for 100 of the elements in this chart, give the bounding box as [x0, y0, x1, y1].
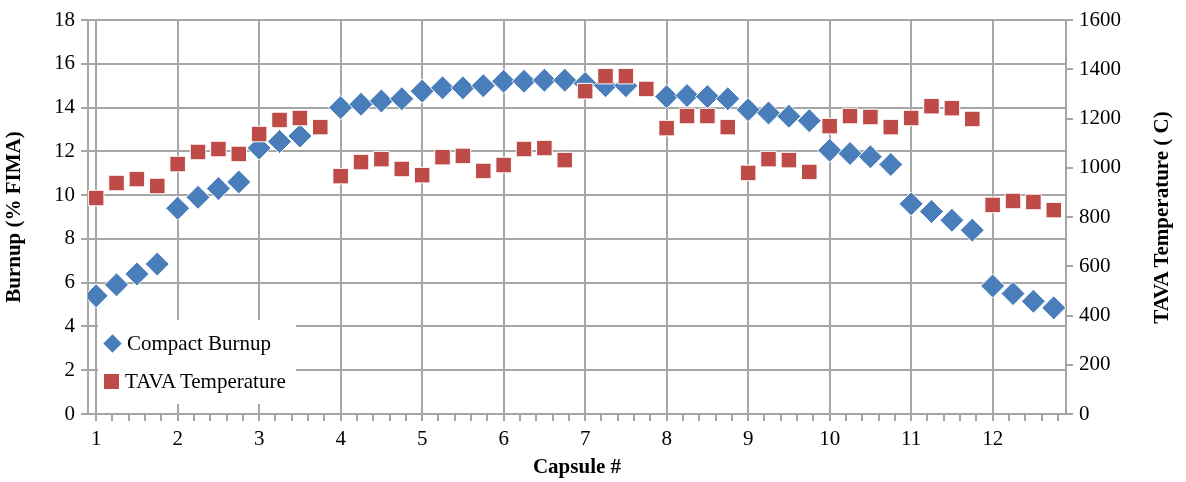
point: [760, 150, 777, 168]
y2-tick-label: 1000: [1079, 154, 1121, 179]
point: [556, 151, 574, 169]
point: [796, 108, 822, 134]
y-tick-label: 12: [54, 137, 75, 162]
y2-tick-label: 200: [1079, 351, 1111, 376]
point: [409, 78, 435, 104]
point: [267, 128, 293, 154]
point: [841, 107, 859, 125]
point: [862, 108, 879, 126]
point: [980, 273, 1006, 299]
x-tick-label: 1: [90, 426, 102, 451]
point: [984, 196, 1001, 214]
point: [165, 195, 191, 221]
point: [719, 118, 737, 136]
point: [470, 73, 496, 99]
y2-tick-label: 600: [1079, 252, 1111, 277]
point: [328, 95, 354, 121]
y-tick-label: 10: [54, 181, 75, 206]
point: [271, 111, 288, 129]
point: [780, 151, 798, 169]
point: [495, 156, 512, 174]
point: [776, 103, 802, 129]
x-tick-label: 10: [819, 426, 841, 451]
point: [104, 272, 130, 298]
y2-tick-label: 800: [1079, 203, 1111, 228]
x-tick-label: 9: [742, 426, 754, 451]
x-tick-label: 11: [901, 426, 922, 451]
x-tick-label: 2: [172, 426, 183, 451]
x-tick-label: 3: [253, 426, 265, 451]
x-tick-label: 8: [661, 426, 672, 451]
x-tick-label: 4: [335, 426, 347, 451]
point: [739, 164, 757, 182]
point: [882, 118, 900, 136]
legend-label: TAVA Temperature: [125, 368, 286, 395]
point: [654, 84, 680, 110]
point: [450, 75, 476, 101]
point: [368, 88, 394, 114]
point: [108, 174, 125, 192]
point: [964, 110, 981, 128]
y-tick-label: 16: [54, 50, 75, 75]
point: [658, 119, 675, 137]
y-tick-label: 2: [64, 356, 75, 381]
point: [902, 109, 920, 127]
point: [454, 147, 472, 165]
point: [817, 137, 843, 163]
point: [430, 75, 456, 101]
point: [821, 117, 838, 135]
y2-tick-label: 1400: [1079, 55, 1121, 80]
point: [735, 97, 761, 123]
point: [1045, 201, 1063, 219]
point: [389, 86, 415, 112]
point: [576, 82, 594, 100]
point: [919, 199, 945, 225]
point: [715, 86, 741, 112]
y-tick-label: 6: [64, 269, 75, 294]
point: [1041, 295, 1066, 321]
point: [185, 184, 211, 210]
point: [699, 107, 716, 125]
point: [475, 162, 492, 180]
point: [124, 261, 150, 287]
x-tick-label: 12: [982, 426, 1004, 451]
point: [250, 125, 268, 143]
point: [1000, 281, 1026, 307]
point: [617, 67, 635, 85]
point: [801, 163, 818, 181]
point: [837, 141, 863, 167]
point: [189, 143, 207, 161]
point: [536, 139, 553, 157]
point: [144, 251, 170, 277]
point: [88, 189, 105, 207]
point: [515, 140, 533, 158]
point: [149, 177, 166, 195]
point: [169, 155, 186, 173]
point: [312, 118, 329, 136]
y2-tick-label: 1200: [1079, 105, 1121, 130]
point: [205, 176, 231, 202]
point: [128, 170, 146, 188]
y-tick-label: 18: [54, 6, 75, 31]
point: [352, 153, 370, 171]
point: [210, 140, 227, 158]
y-tick-label: 0: [64, 400, 75, 425]
point: [291, 109, 309, 127]
point: [511, 68, 537, 94]
point: [434, 148, 451, 166]
point: [678, 107, 696, 125]
y2-tick-label: 0: [1079, 400, 1090, 425]
point: [898, 191, 924, 217]
point: [1004, 192, 1022, 210]
x-tick-label: 5: [416, 426, 428, 451]
y-tick-label: 8: [64, 225, 75, 250]
point: [1025, 193, 1042, 211]
point: [939, 207, 965, 233]
point: [413, 166, 431, 184]
point: [373, 150, 390, 168]
point: [857, 144, 883, 170]
point: [694, 84, 720, 110]
y-tick-label: 14: [54, 94, 76, 119]
point: [638, 80, 655, 98]
point: [959, 217, 985, 243]
